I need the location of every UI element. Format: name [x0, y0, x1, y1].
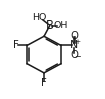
Text: N: N — [70, 40, 78, 50]
Text: OH: OH — [53, 21, 68, 30]
Text: HO: HO — [32, 13, 46, 22]
Text: B: B — [46, 19, 54, 32]
Text: F: F — [13, 40, 19, 50]
Text: +: + — [75, 39, 81, 45]
Text: O: O — [70, 50, 78, 60]
Text: −: − — [74, 52, 81, 61]
Text: O: O — [70, 30, 78, 40]
Text: F: F — [41, 78, 47, 88]
